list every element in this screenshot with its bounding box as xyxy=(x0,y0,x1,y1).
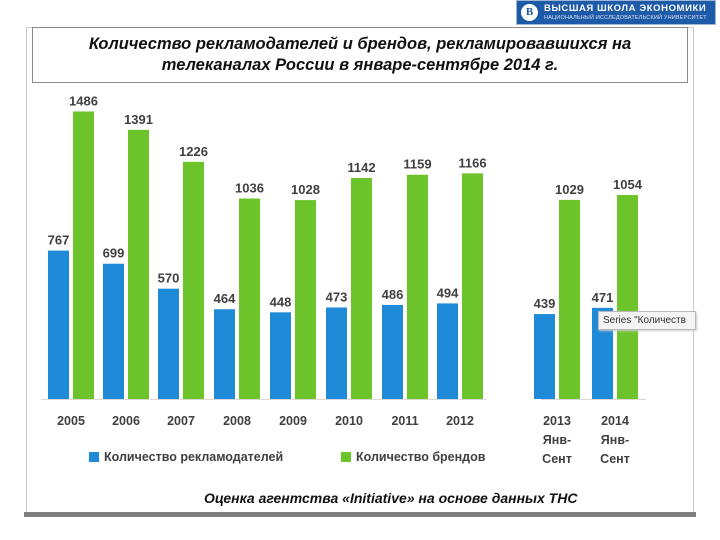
chart-title: Количество рекламодателей и брендов, рек… xyxy=(88,35,632,74)
bar-advertisers-2 xyxy=(158,288,179,399)
x-tick-label-7: 2012 xyxy=(446,414,474,428)
bar-advertisers-8 xyxy=(534,314,555,399)
bar-brands-9 xyxy=(617,195,638,399)
x-tick-label-9-line-2: Сент xyxy=(600,452,630,466)
data-label-advertisers-6: 486 xyxy=(382,287,404,302)
legend-label-advertisers: Количество рекламодателей xyxy=(104,450,283,464)
bar-advertisers-1 xyxy=(103,263,124,399)
data-label-brands-7: 1166 xyxy=(458,155,486,170)
data-label-advertisers-0: 767 xyxy=(48,233,70,248)
x-tick-label-8-line-2: Сент xyxy=(542,452,572,466)
x-tick-label-2: 2007 xyxy=(167,414,195,428)
bar-advertisers-3 xyxy=(214,309,235,399)
data-label-brands-3: 1036 xyxy=(235,181,264,196)
bar-brands-6 xyxy=(407,174,428,399)
legend-label-brands: Количество брендов xyxy=(356,450,486,464)
x-tick-label-8: 2013 Янв- Сент xyxy=(542,414,572,466)
data-label-brands-5: 1142 xyxy=(347,160,375,175)
data-label-advertisers-7: 494 xyxy=(437,285,459,300)
legend-swatch-brands xyxy=(341,452,351,462)
bar-advertisers-5 xyxy=(326,307,347,399)
data-label-advertisers-3: 464 xyxy=(214,291,236,306)
chart-title-box: Количество рекламодателей и брендов, рек… xyxy=(32,27,688,83)
bar-advertisers-4 xyxy=(270,312,291,399)
x-tick-label-6-line-0: 2011 xyxy=(391,414,418,428)
bar-brands-8 xyxy=(559,199,580,399)
hse-emblem-icon: В xyxy=(521,4,538,21)
data-label-advertisers-1: 699 xyxy=(103,246,125,261)
logo-title: ВЫСШАЯ ШКОЛА ЭКОНОМИКИ xyxy=(544,3,707,14)
bar-brands-1 xyxy=(128,129,149,399)
x-tick-label-8-line-0: 2013 xyxy=(543,414,571,428)
x-tick-label-2-line-0: 2007 xyxy=(167,414,195,428)
x-tick-label-3-line-0: 2008 xyxy=(223,414,251,428)
x-tick-label-4: 2009 xyxy=(279,414,307,428)
x-tick-label-9-line-0: 2014 xyxy=(601,414,629,428)
slide-frame-shadow xyxy=(24,512,696,517)
x-tick-label-0: 2005 xyxy=(57,414,85,428)
x-tick-label-9-line-1: Янв- xyxy=(601,433,629,447)
bar-chart: 767 699 570 464 448 473 486 494 439 471 1486 1391 12… xyxy=(36,84,696,484)
bar-advertisers-6 xyxy=(382,304,403,399)
bar-brands-0 xyxy=(73,111,94,400)
x-tick-label-6: 2011 xyxy=(391,414,418,428)
bar-brands-5 xyxy=(351,178,372,399)
data-label-advertisers-9: 471 xyxy=(592,290,614,305)
data-label-advertisers-8: 439 xyxy=(534,296,556,311)
data-label-brands-2: 1226 xyxy=(179,144,208,159)
x-tick-label-8-line-1: Янв- xyxy=(543,433,571,447)
bar-brands-4 xyxy=(295,200,316,399)
bar-advertisers-0 xyxy=(48,250,69,399)
data-label-brands-9: 1054 xyxy=(613,177,643,192)
x-tick-label-9: 2014 Янв- Сент xyxy=(600,414,630,466)
x-tick-label-3: 2008 xyxy=(223,414,251,428)
x-tick-label-4-line-0: 2009 xyxy=(279,414,307,428)
data-label-advertisers-5: 473 xyxy=(326,289,348,304)
data-label-brands-1: 1391 xyxy=(124,112,153,127)
chart-svg: 767 699 570 464 448 473 486 494 439 471 1486 1391 12… xyxy=(41,93,646,466)
logo-subtitle: НАЦИОНАЛЬНЫЙ ИССЛЕДОВАТЕЛЬСКИЙ УНИВЕРСИТ… xyxy=(544,15,707,21)
bar-brands-3 xyxy=(239,198,260,399)
data-label-brands-6: 1159 xyxy=(403,157,431,172)
series-tooltip: Series "Количеств xyxy=(598,311,696,330)
x-tick-label-5-line-0: 2010 xyxy=(335,414,363,428)
bar-brands-2 xyxy=(183,161,204,399)
bar-advertisers-9 xyxy=(592,307,613,399)
bar-advertisers-7 xyxy=(437,303,458,399)
data-label-advertisers-4: 448 xyxy=(270,294,292,309)
x-tick-label-7-line-0: 2012 xyxy=(446,414,474,428)
data-label-advertisers-2: 570 xyxy=(158,271,180,286)
data-label-brands-4: 1028 xyxy=(291,182,320,197)
legend-swatch-advertisers xyxy=(89,452,99,462)
x-tick-label-1-line-0: 2006 xyxy=(112,414,140,428)
hse-logo: В ВЫСШАЯ ШКОЛА ЭКОНОМИКИ НАЦИОНАЛЬНЫЙ ИС… xyxy=(516,0,716,25)
data-label-brands-8: 1029 xyxy=(555,182,584,197)
data-label-brands-0: 1486 xyxy=(69,93,98,108)
source-note: Оценка агентства «Initiative» на основе … xyxy=(204,490,578,506)
x-tick-label-1: 2006 xyxy=(112,414,140,428)
x-tick-label-5: 2010 xyxy=(335,414,363,428)
x-tick-label-0-line-0: 2005 xyxy=(57,414,85,428)
bar-brands-7 xyxy=(462,173,483,399)
